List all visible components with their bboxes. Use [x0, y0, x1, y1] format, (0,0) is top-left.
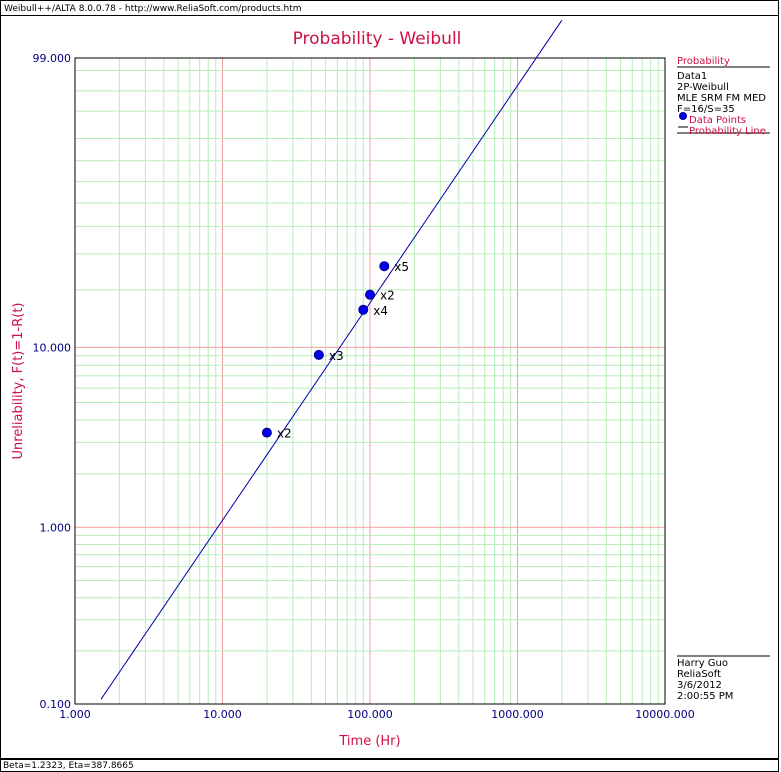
probability-line [100, 19, 563, 700]
x-tick-label: 10.000 [203, 708, 242, 721]
plot-frame [0, 16, 779, 759]
legend-dataset: Data1 [677, 71, 708, 82]
plot-area-border [74, 57, 666, 705]
y-tick-label: 0.100 [40, 698, 72, 711]
data-point [365, 289, 375, 300]
footer-company: ReliaSoft [677, 669, 722, 680]
y-axis-label: Unreliability, F(t)=1-R(t) [11, 303, 26, 460]
data-point-label: x3 [329, 349, 344, 363]
x-tick-label: 1000.000 [491, 708, 544, 721]
x-tick-label: 1.000 [59, 708, 91, 721]
legend-counts: F=16/S=35 [677, 104, 735, 115]
y-tick-label: 99.000 [33, 52, 72, 65]
data-point-label: x2 [380, 289, 395, 303]
data-point [261, 427, 272, 438]
data-point-label: x5 [394, 260, 409, 274]
x-tick-label: 10000.000 [635, 708, 695, 721]
plot-grid [75, 58, 665, 704]
x-tick-label: 100.000 [347, 708, 393, 721]
footer-time: 2:00:55 PM [677, 691, 734, 702]
window-title-bar: Weibull++/ALTA 8.0.0.78 - http://www.Rel… [0, 0, 779, 16]
footer-info: Harry Guo ReliaSoft 3/6/2012 2:00:55 PM [677, 658, 733, 702]
legend: Probability Data1 2P-Weibull MLE SRM FM … [677, 56, 766, 137]
data-point-label: x4 [373, 304, 388, 318]
legend-model: 2P-Weibull [677, 82, 729, 93]
data-point [313, 349, 324, 360]
window-title: Weibull++/ALTA 8.0.0.78 - http://www.Rel… [4, 4, 302, 14]
status-text: Beta=1.2323, Eta=387.8665 [3, 761, 134, 771]
data-point [358, 304, 369, 315]
y-tick-label: 1.000 [40, 521, 72, 534]
chart-title: Probability - Weibull [293, 29, 462, 49]
footer-date: 3/6/2012 [677, 680, 722, 691]
legend-header: Probability [677, 56, 730, 67]
status-bar: Beta=1.2323, Eta=387.8665 [0, 759, 779, 772]
data-point-label: x2 [277, 427, 292, 441]
data-point [379, 261, 390, 272]
legend-point-icon [679, 112, 687, 120]
footer-user: Harry Guo [677, 658, 728, 669]
x-axis-label: Time (Hr) [338, 734, 400, 749]
legend-method: MLE SRM FM MED [677, 93, 767, 104]
legend-line-label: Probability Line [689, 126, 766, 137]
axis-ticks: 1.000 10.000 100.000 1000.000 10000.000 0.100… [33, 52, 695, 721]
y-tick-label: 10.000 [33, 341, 72, 354]
legend-points-label: Data Points [689, 115, 747, 126]
